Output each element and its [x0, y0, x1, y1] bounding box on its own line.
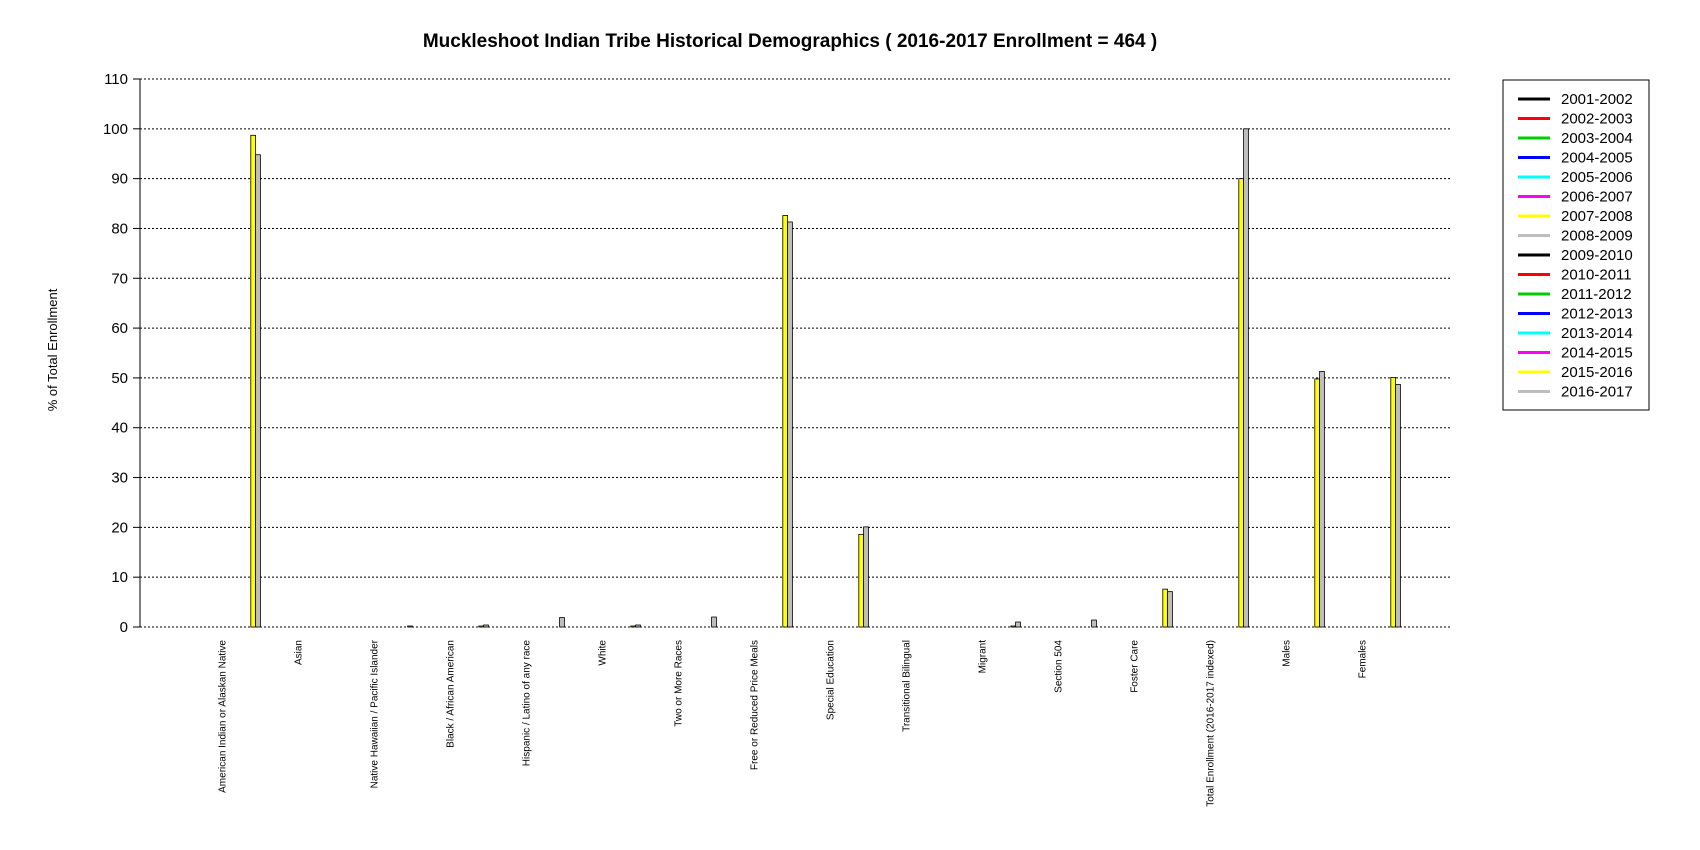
bar — [483, 624, 489, 628]
y-tick-label: 30 — [111, 470, 128, 487]
bar — [787, 221, 793, 628]
bar — [1243, 128, 1249, 628]
legend: 2001-2002 2002-2003 2003-2004 2004-2005 2005… — [1502, 79, 1650, 411]
x-tick-label: Section 504 — [1054, 640, 1065, 693]
x-tick-label: Native Hawaiian / Pacific Islander — [370, 639, 381, 788]
legend-label: 2001-2002 — [1561, 91, 1633, 108]
x-tick-label: Migrant — [978, 640, 989, 674]
y-tick-label: 40 — [111, 420, 128, 437]
y-axis: 0 10 20 30 40 50 60 70 80 90 100 110 — [103, 71, 141, 636]
y-tick-label: 10 — [111, 569, 128, 586]
bar — [711, 616, 717, 628]
y-tick-label: 100 — [103, 121, 128, 138]
bar — [858, 533, 864, 628]
x-tick-label: Hispanic / Latino of any race — [522, 640, 533, 767]
x-tick-label: Asian — [294, 640, 305, 665]
chart-title: Muckleshoot Indian Tribe Historical Demo… — [423, 31, 1157, 52]
legend-label: 2011-2012 — [1561, 286, 1632, 303]
bar — [1395, 383, 1401, 628]
y-tick-label: 110 — [104, 71, 128, 88]
x-tick-label: Black / African American — [446, 640, 457, 748]
legend-label: 2012-2013 — [1561, 306, 1633, 323]
legend-label: 2007-2008 — [1561, 208, 1633, 225]
bar — [782, 215, 788, 628]
legend-label: 2006-2007 — [1561, 189, 1633, 206]
legend-label: 2003-2004 — [1561, 130, 1633, 147]
x-tick-label: Two or More Races — [674, 640, 685, 727]
legend-label: 2004-2005 — [1561, 150, 1633, 167]
legend-label: 2010-2011 — [1561, 267, 1632, 284]
x-tick-label: Transitional Bilingual — [902, 640, 913, 732]
bar — [1319, 371, 1325, 628]
x-tick-label: Females — [1358, 640, 1369, 678]
y-tick-label: 80 — [111, 220, 128, 237]
legend-label: 2015-2016 — [1561, 364, 1633, 381]
legend-label: 2009-2010 — [1561, 247, 1633, 264]
bar — [407, 625, 413, 628]
bar — [635, 624, 641, 628]
bar — [630, 625, 636, 628]
y-tick-label: 70 — [111, 270, 128, 287]
bar — [1162, 588, 1169, 628]
bar — [863, 526, 869, 628]
y-tick-label: 20 — [111, 519, 128, 536]
y-tick-label: 90 — [111, 171, 128, 188]
bar — [1010, 625, 1016, 628]
bar — [255, 154, 261, 628]
x-axis: American Indian or Alaskan Native Asian Na… — [218, 639, 1369, 806]
y-tick-label: 0 — [120, 619, 128, 636]
x-tick-label: Foster Care — [1130, 640, 1141, 693]
bar — [1167, 591, 1173, 628]
legend-label: 2002-2003 — [1561, 111, 1633, 128]
bar — [1238, 178, 1245, 628]
y-axis-label: % of Total Enrollment — [45, 288, 60, 411]
bars-layer — [250, 128, 1401, 628]
legend-label: 2008-2009 — [1561, 228, 1633, 245]
legend-label: 2016-2017 — [1561, 384, 1633, 401]
y-tick-label: 60 — [111, 320, 128, 337]
x-tick-label: Total Enrollment (2016-2017 indexed) — [1206, 640, 1217, 807]
legend-label: 2013-2014 — [1561, 325, 1633, 342]
grid-layer — [140, 78, 1450, 628]
bar — [1091, 619, 1097, 628]
bar — [250, 134, 257, 628]
y-tick-label: 50 — [111, 370, 128, 387]
legend-box — [1502, 79, 1650, 411]
x-tick-label: Special Education — [826, 640, 837, 720]
x-tick-label: White — [598, 640, 609, 666]
legend-label: 2005-2006 — [1561, 169, 1633, 186]
x-tick-label: Males — [1282, 640, 1293, 667]
bar — [1390, 377, 1397, 628]
bar — [478, 625, 484, 628]
bar — [1015, 621, 1021, 628]
bar — [559, 617, 565, 628]
legend-label: 2014-2015 — [1561, 345, 1633, 362]
x-tick-label: Free or Reduced Price Meals — [750, 640, 761, 770]
x-tick-label: American Indian or Alaskan Native — [218, 640, 229, 793]
bar — [1314, 378, 1321, 628]
